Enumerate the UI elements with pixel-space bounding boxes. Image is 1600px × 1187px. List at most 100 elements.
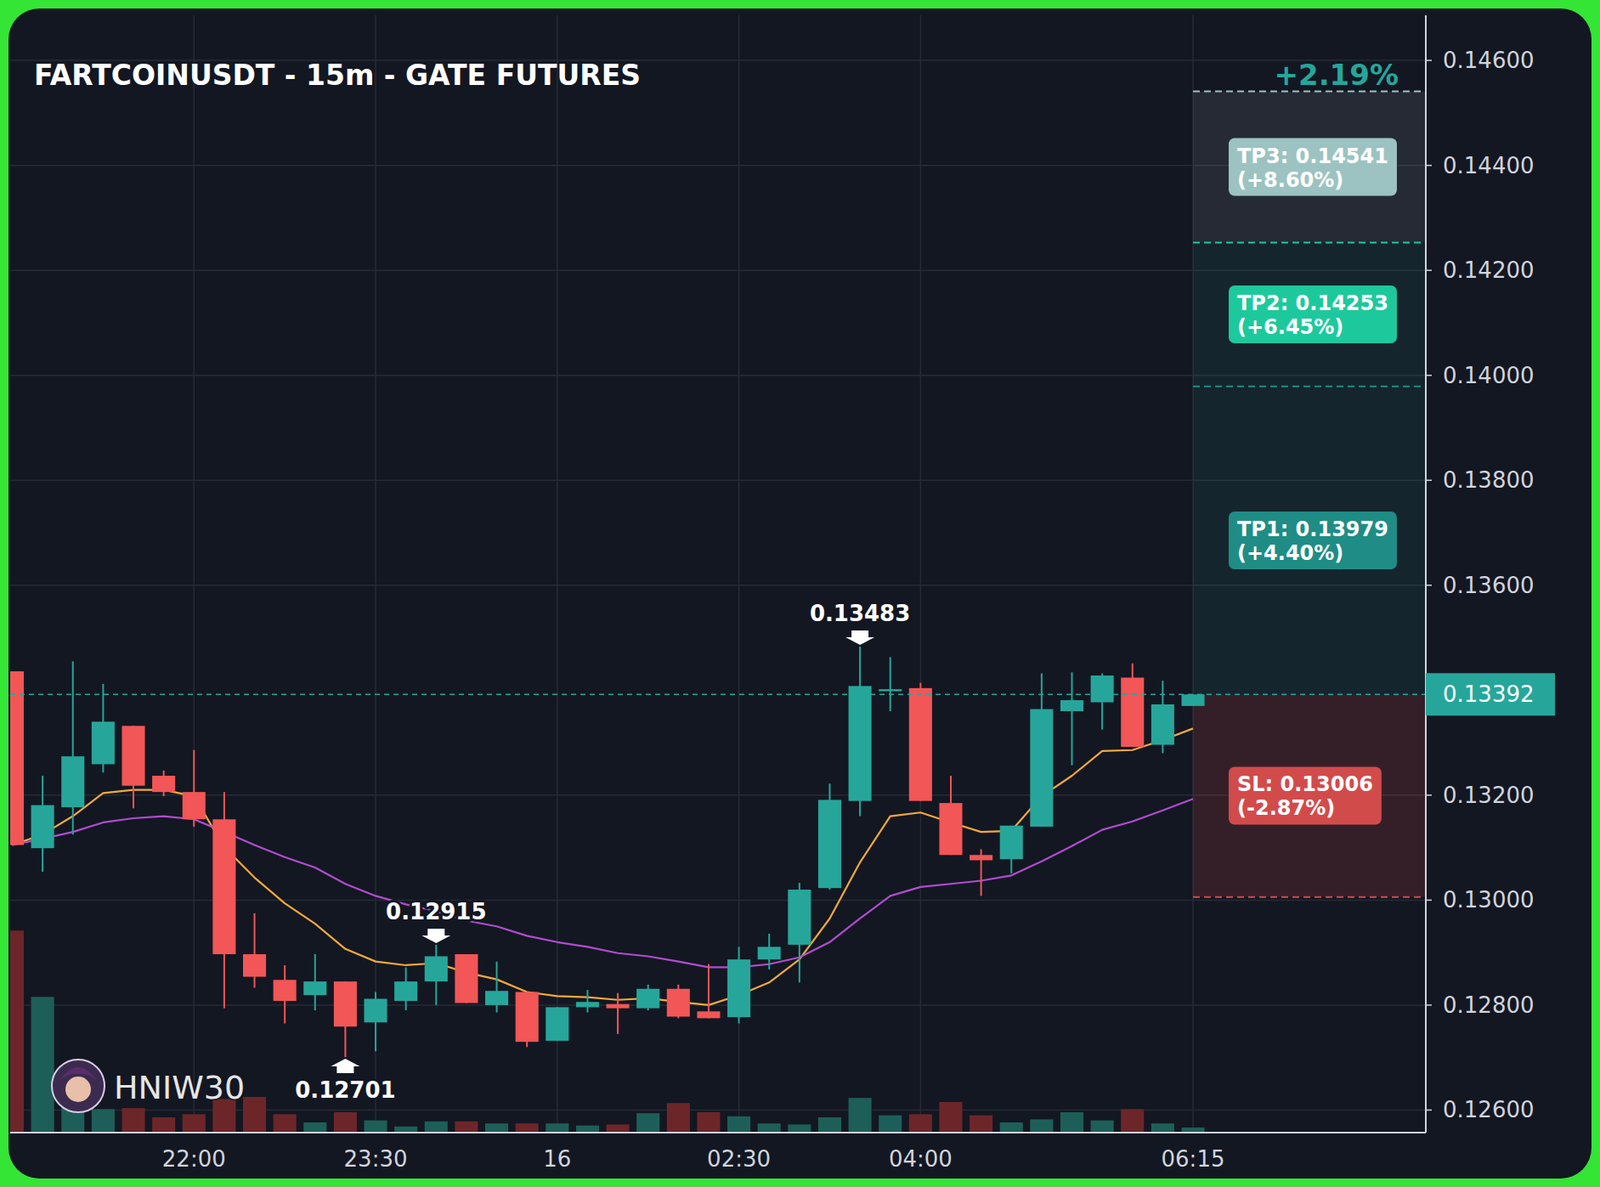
annotation-arrow (421, 928, 451, 944)
candle-body (727, 959, 751, 1018)
y-tick-label: 0.14200 (1442, 257, 1535, 283)
volume-bar (1151, 1123, 1175, 1133)
candle-wick (72, 661, 74, 835)
y-axis (1424, 15, 1427, 1133)
volume-bar (606, 1124, 630, 1133)
volume-bar (152, 1117, 176, 1133)
level-label-box (1228, 285, 1397, 344)
annotation-label: 0.12701 (294, 1077, 396, 1103)
level-label-change: (-2.87%) (1237, 796, 1335, 820)
level-label-box (1228, 766, 1382, 825)
volume-bar (938, 1102, 962, 1133)
candle-body (1091, 675, 1114, 703)
volume-bar (394, 1126, 418, 1133)
candle-body (364, 998, 388, 1023)
candle-wick (889, 656, 892, 712)
volume-bar (727, 1116, 751, 1133)
candle-body (969, 854, 993, 860)
candle-body (938, 802, 962, 855)
candle-wick (586, 989, 588, 1013)
y-tick-label: 0.13000 (1442, 887, 1535, 913)
level-line (1192, 896, 1426, 899)
volume-bar (364, 1120, 388, 1133)
candle-wick (616, 993, 619, 1035)
candle-body (757, 946, 781, 960)
candle-body (909, 688, 933, 802)
level-label: SL: 0.13006(-2.87%) (1228, 766, 1382, 825)
candle-body (848, 685, 872, 801)
x-tick-label: 16 (542, 1146, 572, 1172)
candle-body (878, 689, 902, 691)
volume-bar (636, 1113, 660, 1133)
candle-body (243, 954, 266, 978)
candle-body (1120, 677, 1144, 747)
volume-bar (303, 1122, 327, 1133)
candle-body (576, 1001, 600, 1007)
volume-bar (667, 1102, 690, 1133)
level-label-box (1228, 138, 1397, 197)
ema-line (11, 728, 1193, 1006)
level-label-text: SL: 0.13006 (1237, 772, 1374, 797)
volume-bar (576, 1125, 600, 1133)
candle-body (182, 791, 206, 820)
y-tick (1425, 269, 1432, 272)
candle-body (485, 990, 509, 1006)
y-tick (1425, 899, 1432, 902)
chart: 0.126000.128000.130000.132000.136000.138… (0, 0, 1600, 1187)
level-label: TP2: 0.14253(+6.45%) (1228, 285, 1397, 344)
candle-body (1029, 709, 1053, 827)
volume-bar (454, 1121, 478, 1133)
level-label-change: (+4.40%) (1237, 541, 1344, 566)
candle-body (454, 954, 478, 1003)
level-label: TP3: 0.14541(+8.60%) (1228, 138, 1397, 197)
y-tick (1425, 164, 1432, 167)
volume-bar (424, 1121, 448, 1133)
volume-bar (696, 1112, 720, 1133)
profit-zone-top (1192, 91, 1426, 244)
volume-bar (848, 1097, 872, 1133)
annotation-arrow (330, 1058, 360, 1074)
grid-line (556, 15, 559, 1133)
volume-bar (273, 1113, 297, 1133)
y-tick (1425, 59, 1432, 62)
volume-bar (787, 1124, 811, 1133)
grid-line (374, 15, 377, 1133)
volume-bar (91, 1108, 115, 1133)
volume-bar (909, 1113, 933, 1133)
y-tick (1425, 479, 1432, 481)
annotation-arrow (845, 630, 875, 645)
profit-zone (1192, 242, 1426, 695)
x-tick-label: 04:00 (888, 1146, 953, 1172)
volume-bar (1000, 1122, 1024, 1133)
grid-line (10, 1004, 1426, 1007)
candle-body (1060, 700, 1084, 712)
candle-body (787, 889, 811, 945)
volume-bar (969, 1115, 993, 1133)
volume-bar (1029, 1119, 1053, 1133)
candle-body (333, 981, 357, 1027)
y-tick-label: 0.14400 (1442, 152, 1535, 179)
volume-bar (182, 1113, 206, 1133)
volume-bar (545, 1123, 569, 1133)
x-tick-label: 02:30 (706, 1146, 771, 1172)
y-tick (1425, 1109, 1432, 1112)
y-tick-label: 0.12800 (1442, 992, 1535, 1018)
y-tick (1425, 794, 1432, 797)
y-tick-label: 0.12600 (1442, 1096, 1535, 1123)
candle-body (394, 981, 418, 1001)
y-tick-label: 0.13600 (1442, 572, 1535, 599)
candle-body (1181, 694, 1205, 707)
candle-wick (707, 964, 710, 1019)
title: FARTCOINUSDT - 15m - GATE FUTURES (33, 58, 641, 92)
volume-bar (10, 930, 24, 1133)
y-tick (1425, 374, 1432, 377)
grid-line (193, 15, 196, 1133)
candle-body (152, 775, 176, 792)
level-label-box (1228, 511, 1397, 570)
candle-body (515, 991, 539, 1042)
change-label: +2.19% (1274, 57, 1399, 92)
y-tick-label: 0.13200 (1442, 782, 1535, 809)
volume-bar (31, 996, 55, 1133)
candle-body (212, 819, 236, 955)
candle-body (667, 989, 690, 1018)
